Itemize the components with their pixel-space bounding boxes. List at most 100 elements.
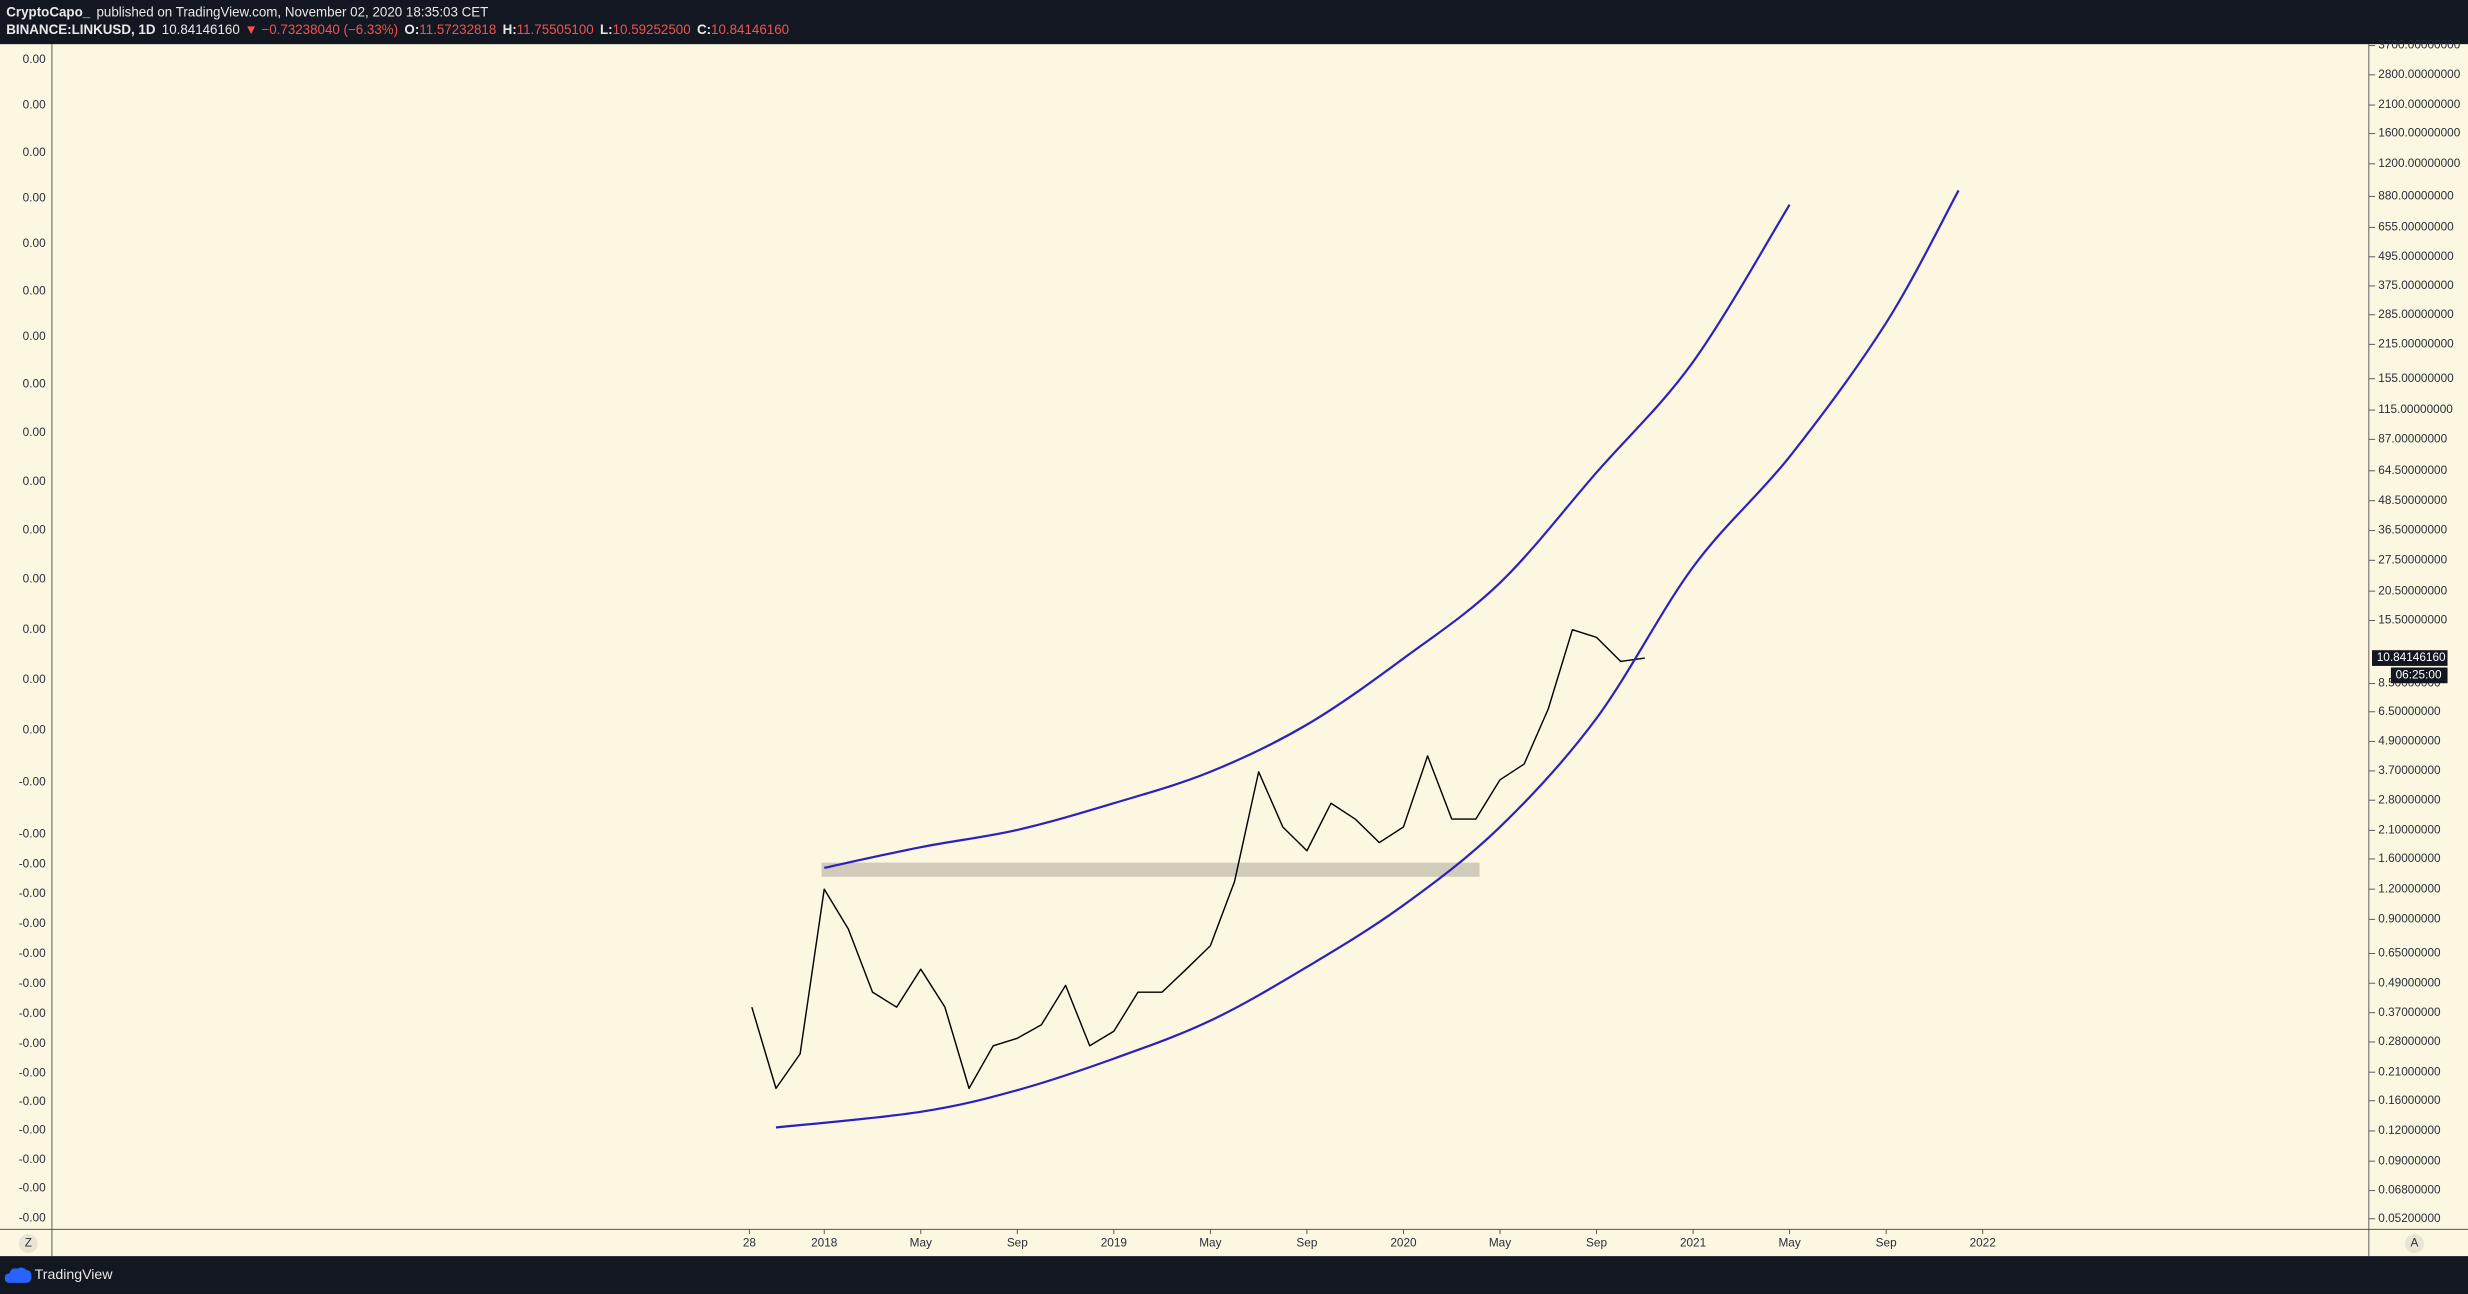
left-axis-label: -0.00 xyxy=(19,1210,46,1224)
left-axis-label: -0.00 xyxy=(19,774,46,788)
countdown-label: 06:25:00 xyxy=(2396,667,2442,681)
zone-box xyxy=(821,862,1480,877)
series-line xyxy=(775,189,1960,1129)
chart-area xyxy=(0,44,2468,1257)
left-axis-label: 0.00 xyxy=(23,191,46,205)
left-axis-label: -0.00 xyxy=(19,886,46,900)
left-axis-label: 0.00 xyxy=(23,571,46,585)
left-axis-label: -0.00 xyxy=(19,826,46,840)
y-tick-label: 0.37000000 xyxy=(2378,1005,2441,1019)
x-tick-label: Sep xyxy=(1876,1236,1897,1250)
y-tick-label: 0.28000000 xyxy=(2378,1034,2441,1048)
y-tick-label: 2.10000000 xyxy=(2378,823,2441,837)
y-tick-label: 0.12000000 xyxy=(2378,1123,2441,1137)
x-tick-label: May xyxy=(1778,1236,1800,1250)
y-tick-label: 375.00000000 xyxy=(2378,278,2454,292)
left-axis-label: -0.00 xyxy=(19,856,46,870)
y-tick-label: 3.70000000 xyxy=(2378,763,2441,777)
x-tick-label: 28 xyxy=(743,1236,757,1250)
ohlc-label: L: xyxy=(600,22,613,37)
x-tick-label: 2020 xyxy=(1390,1236,1417,1250)
x-tick-label: 2022 xyxy=(1970,1236,1996,1250)
left-axis-label: 0.00 xyxy=(23,329,46,343)
ohlc-label: H: xyxy=(503,22,517,37)
auto-button[interactable] xyxy=(2405,1234,2424,1253)
left-axis-label: -0.00 xyxy=(19,946,46,960)
left-axis-label: 0.00 xyxy=(23,723,46,737)
y-tick-label: 0.49000000 xyxy=(2378,975,2441,989)
ohlc-value: 11.75505100 xyxy=(517,22,594,37)
brand[interactable]: TradingView xyxy=(35,1267,114,1283)
y-tick-label: 215.00000000 xyxy=(2378,336,2454,350)
left-axis-label: 0.00 xyxy=(23,474,46,488)
y-tick-label: 0.05200000 xyxy=(2378,1211,2441,1225)
y-tick-label: 1.20000000 xyxy=(2378,881,2441,895)
last-price-box xyxy=(2371,650,2448,666)
brand-logo[interactable] xyxy=(4,1267,32,1283)
left-axis-label: -0.00 xyxy=(19,916,46,930)
left-axis-label: -0.00 xyxy=(19,1094,46,1108)
x-tick-label: 2021 xyxy=(1680,1236,1706,1250)
y-tick-label: 2800.00000000 xyxy=(2378,67,2460,81)
series-line xyxy=(824,204,1791,869)
left-axis-label: 0.00 xyxy=(23,425,46,439)
y-tick-label: 27.50000000 xyxy=(2378,552,2447,566)
y-tick-label: 1200.00000000 xyxy=(2378,156,2460,170)
x-tick-label: May xyxy=(1199,1236,1221,1250)
left-axis-label: 0.00 xyxy=(23,523,46,537)
x-tick-label: 2018 xyxy=(811,1236,838,1250)
symbol: BINANCE:LINKUSD, 1D xyxy=(6,22,156,37)
series-line xyxy=(751,628,1645,1090)
y-tick-label: 285.00000000 xyxy=(2378,307,2454,321)
y-tick-label: 64.50000000 xyxy=(2378,463,2447,477)
y-tick-label: 0.90000000 xyxy=(2378,911,2441,925)
left-axis-label: 0.00 xyxy=(23,145,46,159)
countdown-box xyxy=(2390,667,2448,684)
author: CryptoCapo_ xyxy=(6,4,90,19)
y-tick-label: 15.50000000 xyxy=(2378,613,2447,627)
x-tick-label: Sep xyxy=(1296,1236,1317,1250)
scale-button-label[interactable]: Z xyxy=(25,1236,32,1250)
y-tick-label: 655.00000000 xyxy=(2378,219,2454,233)
left-axis-label: 0.00 xyxy=(23,622,46,636)
left-axis-label: -0.00 xyxy=(19,1006,46,1020)
left-axis-label: -0.00 xyxy=(19,976,46,990)
y-tick-label: 1600.00000000 xyxy=(2378,126,2460,140)
x-tick-label: May xyxy=(1489,1236,1511,1250)
y-tick-label: 0.16000000 xyxy=(2378,1093,2441,1107)
y-tick-label: 0.65000000 xyxy=(2378,946,2441,960)
y-tick-label: 155.00000000 xyxy=(2378,371,2454,385)
y-tick-label: 0.21000000 xyxy=(2378,1064,2441,1078)
y-tick-label: 87.00000000 xyxy=(2378,431,2447,445)
x-tick-label: 2019 xyxy=(1101,1236,1127,1250)
ohlc-value: 10.84146160 xyxy=(711,22,789,37)
left-axis-label: -0.00 xyxy=(19,1036,46,1050)
scale-button[interactable] xyxy=(18,1234,38,1253)
left-axis-label: 0.00 xyxy=(23,236,46,250)
y-tick-label: 6.50000000 xyxy=(2378,704,2441,718)
ohlc-label: O: xyxy=(404,22,419,37)
y-tick-label: 4.90000000 xyxy=(2378,734,2441,748)
y-tick-label: 48.50000000 xyxy=(2378,493,2447,507)
y-tick-label: 3700.00000000 xyxy=(2378,38,2460,52)
left-axis-label: -0.00 xyxy=(19,1066,46,1080)
y-tick-label: 880.00000000 xyxy=(2378,188,2454,202)
auto-button-label[interactable]: A xyxy=(2411,1236,2419,1250)
y-tick-label: 2100.00000000 xyxy=(2378,97,2460,111)
left-axis-label: -0.00 xyxy=(19,1122,46,1136)
last-price: 10.84146160 xyxy=(162,22,240,37)
left-axis-label: 0.00 xyxy=(23,672,46,686)
y-tick-label: 20.50000000 xyxy=(2378,583,2447,597)
y-tick-label: 495.00000000 xyxy=(2378,249,2454,263)
y-tick-label: 0.09000000 xyxy=(2378,1153,2441,1167)
ohlc-label: C: xyxy=(697,22,711,37)
published: published on TradingView.com, November 0… xyxy=(96,4,488,19)
ohlc-value: 11.57232818 xyxy=(419,22,496,37)
y-tick-label: 1.60000000 xyxy=(2378,851,2441,865)
left-axis-label: 0.00 xyxy=(23,98,46,112)
y-tick-label: 0.06800000 xyxy=(2378,1183,2441,1197)
left-axis-label: 0.00 xyxy=(23,376,46,390)
left-axis-label: 0.00 xyxy=(23,52,46,66)
